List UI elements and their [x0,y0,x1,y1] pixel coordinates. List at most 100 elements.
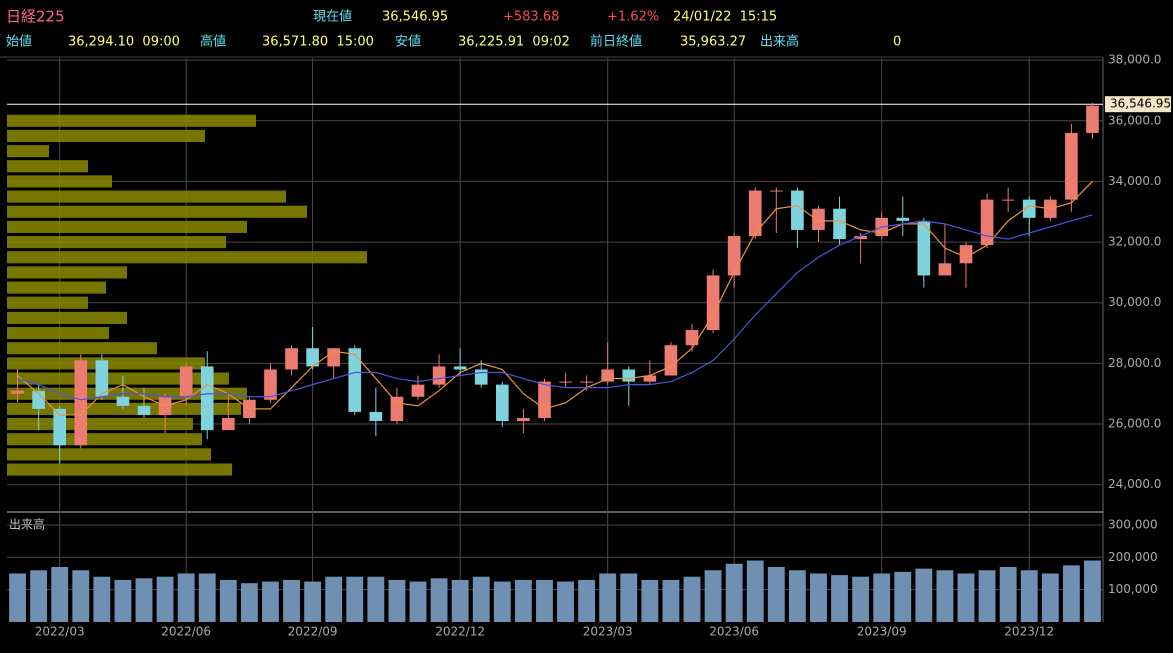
volume-bar [620,573,638,622]
candle-body [11,390,24,394]
label: 出来高 [760,34,799,50]
candle-body [200,366,214,431]
y-tick-label: 28,000.0 [1108,356,1161,370]
x-tick-label: 2022/06 [161,625,211,639]
y-tick-label: 38,000.0 [1108,53,1161,67]
label: 安値 [395,34,421,50]
value: 24/01/22 15:15 [673,10,777,25]
volume-bar [409,581,427,622]
y-tick-label: 36,000.0 [1108,113,1161,127]
candle-body [1022,199,1036,218]
volume-bar [957,573,975,622]
candle-body [495,384,509,422]
label: 始値 [6,34,32,50]
label: 前日終値 [590,34,642,50]
candle-body [833,208,846,240]
candle-body [791,190,804,230]
profile-bar [7,220,247,233]
profile-bar [7,433,202,446]
profile-bar [7,296,88,309]
candle-body [601,369,615,382]
candle-body [917,220,931,276]
candle-body [812,208,825,230]
candle-body [854,236,867,240]
profile-bar [7,160,88,173]
profile-bar [7,129,205,143]
profile-bar [7,145,49,158]
candle-body [1086,105,1099,133]
volume-bar [746,560,764,622]
candle-body [369,411,383,422]
volume-bar [156,576,174,622]
profile-bar [7,205,307,218]
candle-body [938,263,952,276]
candle-body [453,366,467,370]
price-tag-label: 36,546.95 [1110,97,1171,111]
candle-body [95,360,109,397]
volume-bar [472,576,490,622]
volume-bar [135,578,153,622]
profile-bar [7,251,367,264]
candle-body [769,190,783,192]
candle-body [474,369,488,385]
volume-bar [388,579,406,622]
candle-body [580,381,593,383]
volume-bar [557,581,574,622]
volume-bar [915,568,933,622]
volume-bar [430,578,448,622]
value: 36,571.80 15:00 [262,35,374,50]
profile-bar [7,175,112,188]
candle-body [517,417,530,422]
volume-bar [367,576,385,622]
volume-bar [219,579,237,622]
y-tick-label: 200,000 [1108,550,1158,564]
profile-bar [7,372,229,385]
x-tick-label: 2023/03 [583,625,633,639]
candle-body [727,236,741,276]
profile-bar [7,281,106,294]
volume-bar [852,576,870,622]
volume-bar [683,576,701,622]
volume-bar [894,571,912,622]
profile-bar [7,236,226,249]
x-tick-label: 2023/09 [857,625,907,639]
y-tick-label: 100,000 [1108,582,1158,596]
x-tick-label: 2023/06 [709,625,759,639]
value: +583.68 [503,10,559,25]
candle-body [432,366,446,385]
panel-title: 出来高 [9,517,45,532]
candle-body [264,369,277,400]
candle-body [306,348,319,367]
value: 36,546.95 [382,10,448,25]
profile-bar [7,463,232,476]
x-tick-label: 2022/09 [288,625,338,639]
volume-bar [662,579,680,622]
volume-bar [262,581,279,622]
candle-body [411,384,425,397]
volume-bar [72,570,90,622]
volume-bar [240,583,258,622]
candle-body [980,199,994,246]
volume-bar [1041,573,1059,622]
x-tick-label: 2022/12 [435,625,485,639]
profile-bar [7,342,157,355]
candle-body [706,275,720,331]
label: 高値 [200,34,226,50]
volume-bar [810,573,827,622]
y-tick-label: 34,000.0 [1108,174,1161,188]
value: 36,225.91 09:02 [458,35,570,50]
moving-average [17,214,1093,401]
volume-bar [1084,560,1101,622]
candle-body [664,345,678,376]
candle-body [1001,199,1015,201]
candle-body [748,190,762,237]
candle-body [959,245,973,264]
x-tick-label: 2022/03 [35,625,85,639]
label: 現在値 [313,9,352,25]
symbol: 日経225 [6,8,65,26]
candle-body [643,375,657,382]
candle-body [32,390,45,409]
volume-bar [831,575,848,622]
candle-body [685,330,699,346]
value: 35,963.27 [680,35,746,50]
